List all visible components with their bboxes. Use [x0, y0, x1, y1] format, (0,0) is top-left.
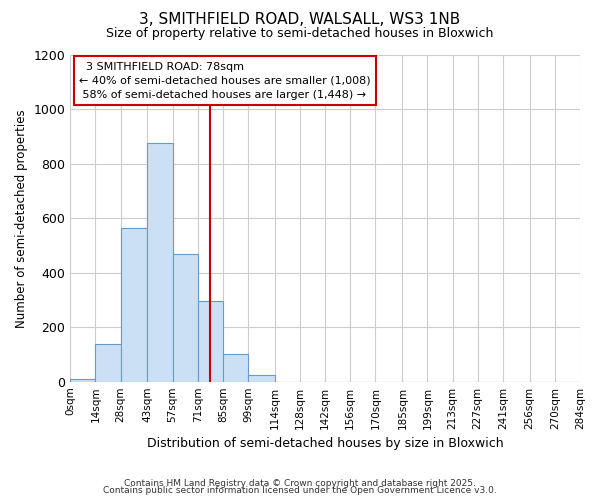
Text: 3 SMITHFIELD ROAD: 78sqm
← 40% of semi-detached houses are smaller (1,008)
 58% : 3 SMITHFIELD ROAD: 78sqm ← 40% of semi-d… [79, 62, 371, 100]
Text: Contains public sector information licensed under the Open Government Licence v3: Contains public sector information licen… [103, 486, 497, 495]
Text: 3, SMITHFIELD ROAD, WALSALL, WS3 1NB: 3, SMITHFIELD ROAD, WALSALL, WS3 1NB [139, 12, 461, 28]
Bar [248, 375, 275, 382]
Bar [198, 302, 223, 382]
Y-axis label: Number of semi-detached properties: Number of semi-detached properties [15, 109, 28, 328]
Bar [173, 254, 198, 382]
Text: Contains HM Land Registry data © Crown copyright and database right 2025.: Contains HM Land Registry data © Crown c… [124, 478, 476, 488]
Bar [70, 379, 95, 382]
Bar [223, 354, 248, 382]
X-axis label: Distribution of semi-detached houses by size in Bloxwich: Distribution of semi-detached houses by … [147, 437, 503, 450]
Bar [148, 144, 173, 382]
Bar [95, 344, 121, 382]
Bar [121, 228, 148, 382]
Text: Size of property relative to semi-detached houses in Bloxwich: Size of property relative to semi-detach… [106, 28, 494, 40]
